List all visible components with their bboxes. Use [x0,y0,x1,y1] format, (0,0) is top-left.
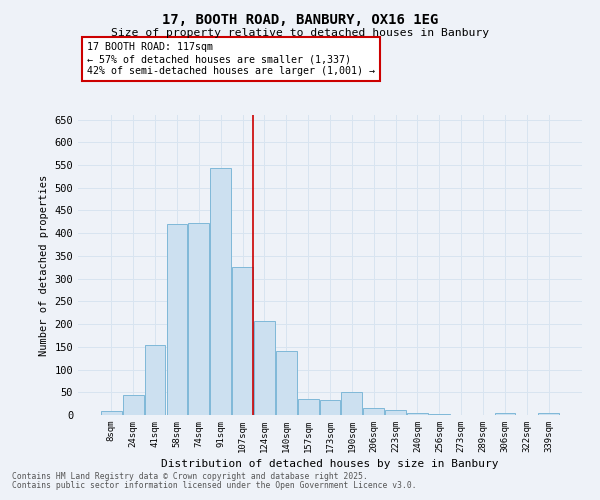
Bar [210,168,231,415]
Text: 17, BOOTH ROAD, BANBURY, OX16 1EG: 17, BOOTH ROAD, BANBURY, OX16 1EG [162,12,438,26]
Bar [538,412,559,415]
Text: Contains public sector information licensed under the Open Government Licence v3: Contains public sector information licen… [12,481,416,490]
Bar [188,223,209,415]
Bar [254,321,275,415]
Bar [494,412,515,415]
Bar [364,408,384,415]
Bar [341,392,362,415]
Bar [385,410,406,415]
Y-axis label: Number of detached properties: Number of detached properties [39,174,49,356]
Bar [276,352,296,415]
Bar [298,399,319,415]
Text: 17 BOOTH ROAD: 117sqm
← 57% of detached houses are smaller (1,337)
42% of semi-d: 17 BOOTH ROAD: 117sqm ← 57% of detached … [87,42,375,76]
Text: Contains HM Land Registry data © Crown copyright and database right 2025.: Contains HM Land Registry data © Crown c… [12,472,368,481]
Bar [145,346,166,415]
Text: Size of property relative to detached houses in Banbury: Size of property relative to detached ho… [111,28,489,38]
Bar [167,224,187,415]
Bar [320,400,340,415]
Bar [123,396,143,415]
Bar [101,412,122,415]
X-axis label: Distribution of detached houses by size in Banbury: Distribution of detached houses by size … [161,459,499,469]
Bar [232,268,253,415]
Bar [429,414,450,415]
Bar [407,412,428,415]
